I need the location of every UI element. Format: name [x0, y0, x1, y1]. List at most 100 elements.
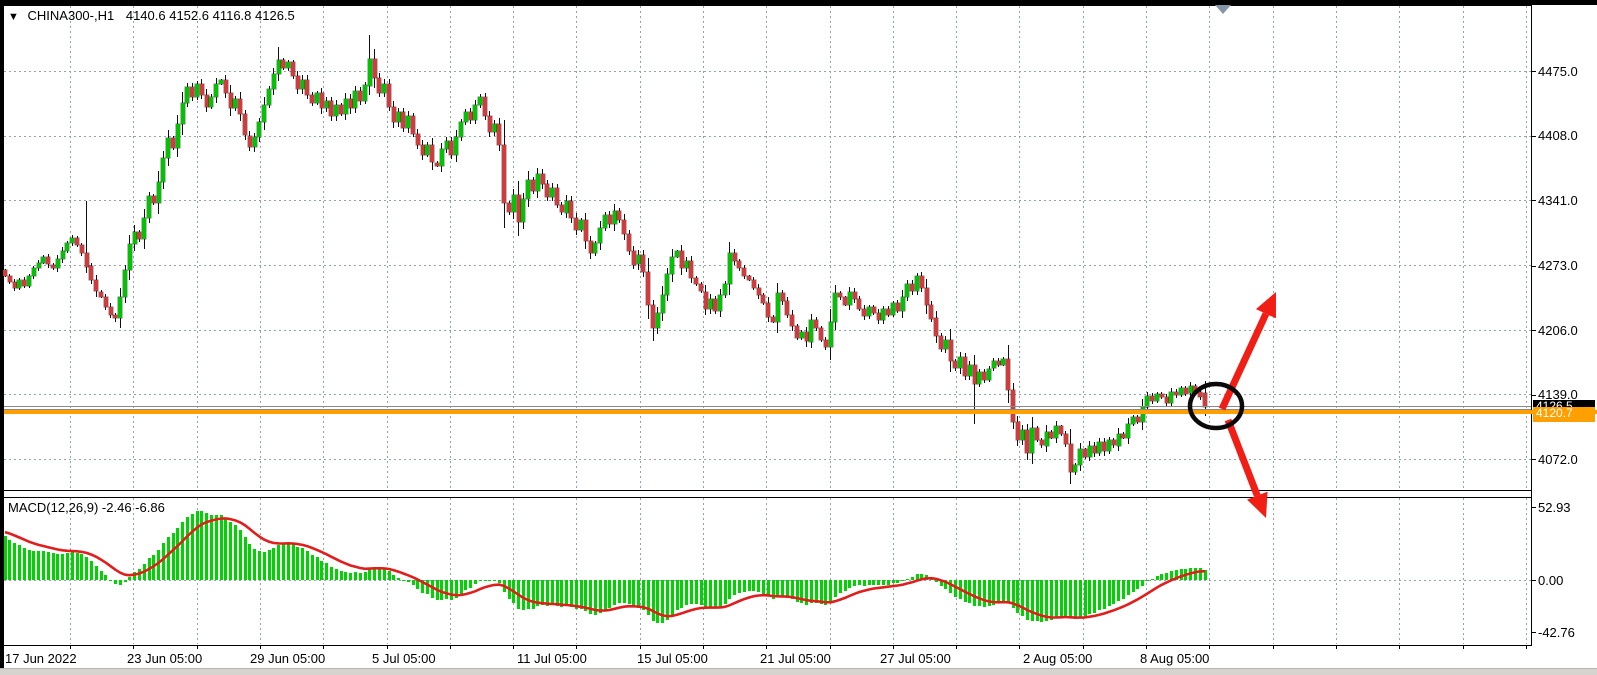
candle-body [79, 245, 84, 253]
candle-body [473, 104, 478, 121]
grid-line-horizontal [4, 200, 1531, 201]
candle-body [886, 308, 891, 315]
candle-body [1020, 430, 1025, 440]
candle-body [771, 316, 775, 323]
macd-histogram-bar [752, 580, 756, 592]
macd-histogram-bar [94, 566, 98, 580]
macd-histogram-bar [118, 580, 122, 585]
candle-body [3, 270, 7, 277]
candle-body [324, 100, 329, 109]
candle-body [487, 116, 492, 132]
candle-body [99, 291, 103, 298]
macd-histogram-bar [766, 580, 770, 597]
macd-histogram-bar [958, 580, 962, 599]
grid-line-vertical [1399, 498, 1400, 644]
macd-histogram-bar [963, 580, 967, 603]
macd-histogram-bar [195, 511, 199, 580]
price-axis-label: 4408.0 [1538, 128, 1578, 143]
candle-body [905, 283, 910, 298]
candle-body [987, 368, 991, 381]
macd-histogram-bar [502, 580, 506, 592]
macd-histogram-bar [541, 580, 545, 606]
candle-body [27, 276, 31, 286]
candle-body [924, 287, 929, 305]
candle-body [319, 93, 324, 109]
macd-histogram-bar [593, 580, 597, 615]
macd-histogram-bar [1131, 580, 1135, 592]
macd-histogram-bar [555, 580, 559, 606]
macd-histogram-bar [46, 551, 50, 580]
time-axis-tick [133, 645, 134, 649]
candle-body [675, 251, 679, 257]
macd-histogram-bar [80, 554, 84, 580]
price-axis[interactable]: 4475.0 4408.0 4341.0 4273.0 4206.0 4139.0 4072… [1531, 0, 1597, 675]
macd-histogram-bar [637, 580, 641, 608]
candle-body [1174, 391, 1179, 396]
candle-body [1183, 387, 1188, 394]
candle-body [55, 258, 60, 269]
macd-histogram-bar [1049, 580, 1053, 621]
macd-histogram-bar [632, 580, 636, 607]
candle-body [161, 157, 166, 182]
macd-histogram-bar [3, 536, 7, 580]
candle-body [1054, 426, 1059, 438]
macd-histogram-bar [771, 580, 775, 599]
macd-histogram-bar [128, 577, 132, 580]
time-axis[interactable]: 17 Jun 2022 23 Jun 05:00 29 Jun 05:00 5 Jul… [0, 645, 1597, 669]
orange-horizontal-line[interactable] [4, 410, 1597, 415]
candle-body [953, 360, 958, 369]
macd-histogram-bar [344, 571, 348, 580]
grid-line-vertical [1273, 6, 1274, 489]
macd-histogram-bar [733, 580, 737, 595]
symbol-title: CHINA300-,H1 [27, 8, 115, 23]
candle-body [377, 77, 382, 94]
candle-body [281, 60, 286, 69]
symbol-dropdown-icon[interactable]: ▼ [8, 11, 19, 23]
grid-line-vertical [1463, 6, 1464, 489]
candle-body [684, 260, 689, 269]
macd-histogram-bar [1097, 580, 1101, 610]
candle-body [84, 253, 89, 267]
candle-body [1179, 387, 1183, 396]
candle-body [1116, 434, 1121, 446]
macd-histogram-bar [776, 580, 780, 598]
candle-body [507, 202, 511, 213]
time-axis-tick [956, 645, 957, 649]
grid-line-vertical [1399, 6, 1400, 489]
candle-body [809, 320, 814, 342]
macd-histogram-bar [747, 580, 751, 591]
grid-line-vertical [830, 6, 831, 489]
macd-histogram-bar [1126, 580, 1130, 596]
macd-histogram-bar [1069, 580, 1073, 619]
macd-histogram-bar [305, 551, 309, 580]
macd-histogram-bar [1059, 580, 1063, 617]
candle-body [132, 231, 137, 245]
macd-axis-label: -42.76 [1538, 624, 1575, 640]
grid-line-vertical [956, 6, 957, 489]
candle-body [180, 102, 185, 124]
macd-histogram-bar [853, 580, 857, 586]
candle-body [756, 287, 761, 296]
macd-histogram-bar [608, 580, 612, 608]
macd-histogram-bar [301, 548, 305, 580]
macd-histogram-bar [589, 580, 593, 614]
candle-body [478, 97, 483, 105]
candle-body [636, 254, 641, 265]
time-axis-label: 17 Jun 2022 [5, 651, 77, 666]
macd-histogram-bar [1025, 580, 1029, 621]
time-axis-tick [1146, 645, 1147, 649]
candle-body [751, 279, 756, 288]
macd-histogram-bar [363, 571, 367, 580]
price-axis-tick [1531, 394, 1536, 396]
macd-histogram-bar [425, 580, 429, 595]
candle-body [579, 220, 583, 230]
grid-line-vertical [956, 498, 957, 644]
candle-body [1203, 393, 1207, 407]
candle-body [492, 124, 497, 132]
macd-histogram-bar [449, 580, 453, 600]
candle-body [972, 364, 977, 384]
candle-body [1131, 416, 1135, 425]
